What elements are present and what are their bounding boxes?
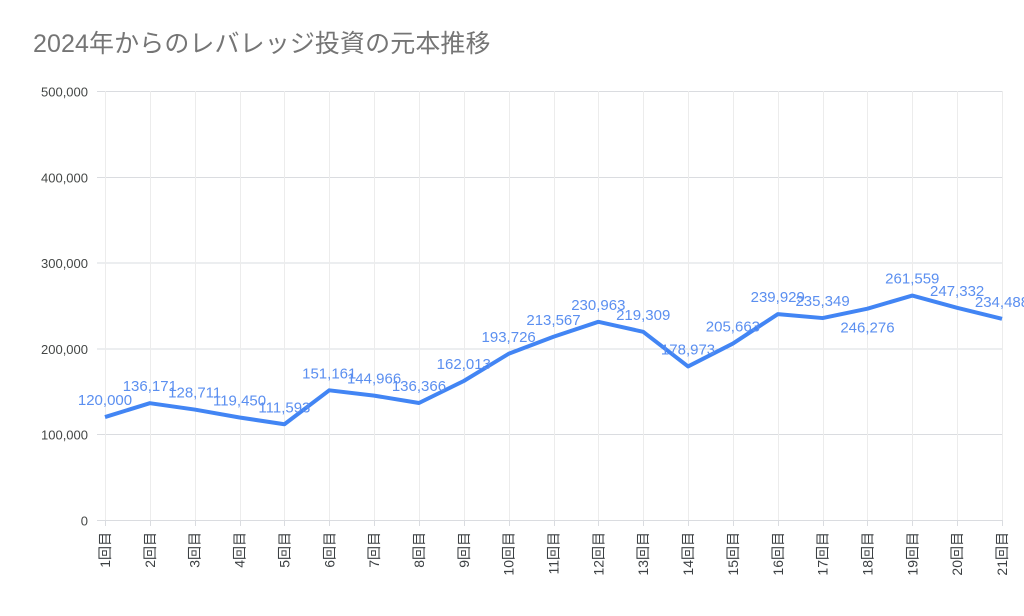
gridlines: [97, 91, 1002, 521]
data-point-label: 136,171: [123, 378, 177, 395]
x-axis-tick-label: 7回目: [366, 532, 382, 568]
x-axis-tick-label: 8回目: [411, 532, 427, 568]
data-point-label: 235,349: [795, 293, 849, 310]
data-point-label: 219,309: [616, 307, 670, 324]
x-axis-tick-label: 1回目: [97, 532, 113, 568]
data-point-label: 119,450: [213, 393, 266, 410]
data-point-label: 144,966: [347, 371, 401, 388]
y-axis-tick-label: 500,000: [41, 85, 88, 100]
data-point-label: 246,276: [840, 320, 894, 337]
y-axis-tick-label: 0: [81, 514, 88, 529]
x-axis-tick-label: 18回目: [859, 532, 875, 576]
data-point-label: 151,161: [302, 365, 356, 382]
x-axis-tick-label: 19回目: [904, 532, 920, 576]
x-axis-labels: 1回目 2回目 3回目 4回目 5回目 6回目 7回目 8回目 9回目 10回目 11回目 12回目 1…: [97, 532, 1010, 576]
chart-title: 2024年からのレバレッジ投資の元本推移: [33, 30, 491, 58]
data-point-label: 120,000: [78, 392, 132, 409]
data-point-label: 247,332: [930, 283, 984, 300]
x-axis-tick-label: 9回目: [456, 532, 472, 568]
x-axis-tick-label: 21回目: [994, 532, 1010, 576]
data-point-label: 136,366: [392, 378, 446, 395]
y-axis-tick-label: 100,000: [41, 428, 88, 443]
x-axis-tick-label: 14回目: [680, 532, 696, 576]
x-axis-tick-label: 11回目: [546, 532, 562, 575]
data-point-label: 239,929: [751, 289, 805, 306]
data-point-label: 128,711: [168, 385, 221, 402]
y-axis-tick-label: 300,000: [41, 256, 88, 271]
data-point-label: 178,973: [661, 341, 715, 358]
data-point-label: 111,593: [258, 399, 310, 416]
x-axis-tick-label: 3回目: [187, 532, 203, 568]
y-axis-tick-label: 400,000: [41, 170, 88, 185]
data-point-label: 230,963: [571, 297, 625, 314]
x-axis-tick-label: 6回目: [321, 532, 337, 568]
x-axis-tick-label: 5回目: [276, 532, 292, 568]
y-axis-labels: 500,000 400,000 300,000 200,000 100,000 0: [41, 85, 88, 529]
x-axis-tick-label: 12回目: [590, 532, 606, 576]
data-point-label: 213,567: [526, 312, 580, 329]
series-line: [104, 293, 1003, 427]
data-point-label: 234,488: [975, 294, 1024, 311]
x-axis-tick-label: 4回目: [232, 532, 248, 568]
data-point-label: 205,663: [706, 319, 760, 336]
data-series: [104, 293, 1003, 427]
x-axis-tick-label: 10回目: [501, 532, 517, 576]
x-axis-tick-label: 13回目: [635, 532, 651, 576]
data-point-label: 261,559: [885, 271, 939, 288]
data-point-label: 162,013: [437, 356, 491, 373]
data-point-label: 193,726: [482, 329, 536, 346]
x-axis-tick-label: 15回目: [725, 532, 741, 576]
y-axis-tick-label: 200,000: [41, 342, 88, 357]
x-axis-tickmarks: [105, 91, 1003, 526]
x-axis-tick-label: 17回目: [815, 532, 831, 576]
x-axis-tick-label: 2回目: [142, 532, 158, 568]
x-axis-tick-label: 20回目: [949, 532, 965, 576]
x-axis-tick-label: 16回目: [770, 532, 786, 576]
